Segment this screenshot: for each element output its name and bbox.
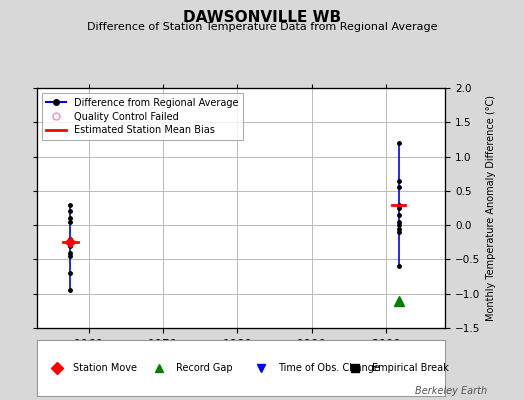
Y-axis label: Monthly Temperature Anomaly Difference (°C): Monthly Temperature Anomaly Difference (… [486, 95, 496, 321]
Text: Berkeley Earth: Berkeley Earth [415, 386, 487, 396]
Legend: Difference from Regional Average, Quality Control Failed, Estimated Station Mean: Difference from Regional Average, Qualit… [41, 93, 243, 140]
Text: Station Move: Station Move [73, 363, 137, 373]
Text: DAWSONVILLE WB: DAWSONVILLE WB [183, 10, 341, 25]
Text: Empirical Break: Empirical Break [372, 363, 449, 373]
Text: Record Gap: Record Gap [176, 363, 232, 373]
Text: Difference of Station Temperature Data from Regional Average: Difference of Station Temperature Data f… [87, 22, 437, 32]
Text: Time of Obs. Change: Time of Obs. Change [278, 363, 380, 373]
